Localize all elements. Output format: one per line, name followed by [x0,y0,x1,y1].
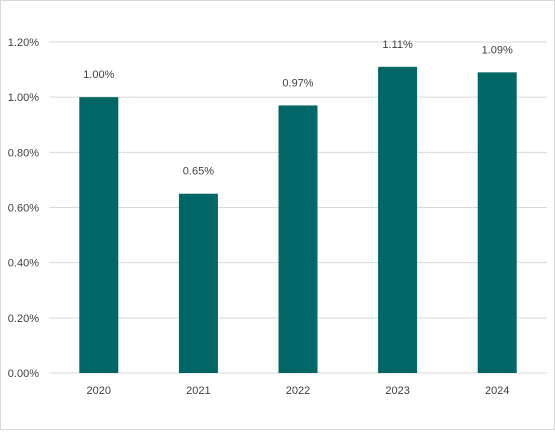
data-label-2021: 0.65% [183,166,214,178]
bar-2021 [178,193,218,373]
x-tick-label-2022: 2022 [286,385,310,397]
data-labels: 1.00% 0.65% 0.97% 1.11% 1.09% [83,39,513,178]
y-axis-tick-labels: 0.00% 0.20% 0.40% 0.60% 0.80% 1.00% 1.20% [8,37,39,380]
bar-2023 [378,66,418,373]
bar-2020 [79,97,119,374]
x-axis-tick-labels: 2020 2021 2022 2023 2024 [87,385,510,397]
y-tick-label: 0.40% [8,258,39,270]
data-label-2020: 1.00% [83,69,114,81]
y-tick-label: 1.20% [8,37,39,49]
data-label-2024: 1.09% [482,44,513,56]
x-tick-label-2023: 2023 [385,385,409,397]
y-tick-label: 0.80% [8,147,39,159]
x-tick-label-2024: 2024 [485,385,509,397]
bar-2022 [278,105,318,374]
y-tick-label: 0.60% [8,203,39,215]
data-label-2022: 0.97% [282,77,313,89]
data-label-2023: 1.11% [382,39,413,51]
bar-2024 [477,72,517,373]
bars [79,66,517,374]
y-tick-label: 1.00% [8,92,39,104]
y-tick-label: 0.00% [8,368,39,380]
x-tick-label-2020: 2020 [87,385,111,397]
y-tick-label: 0.20% [8,313,39,325]
x-tick-label-2021: 2021 [186,385,210,397]
